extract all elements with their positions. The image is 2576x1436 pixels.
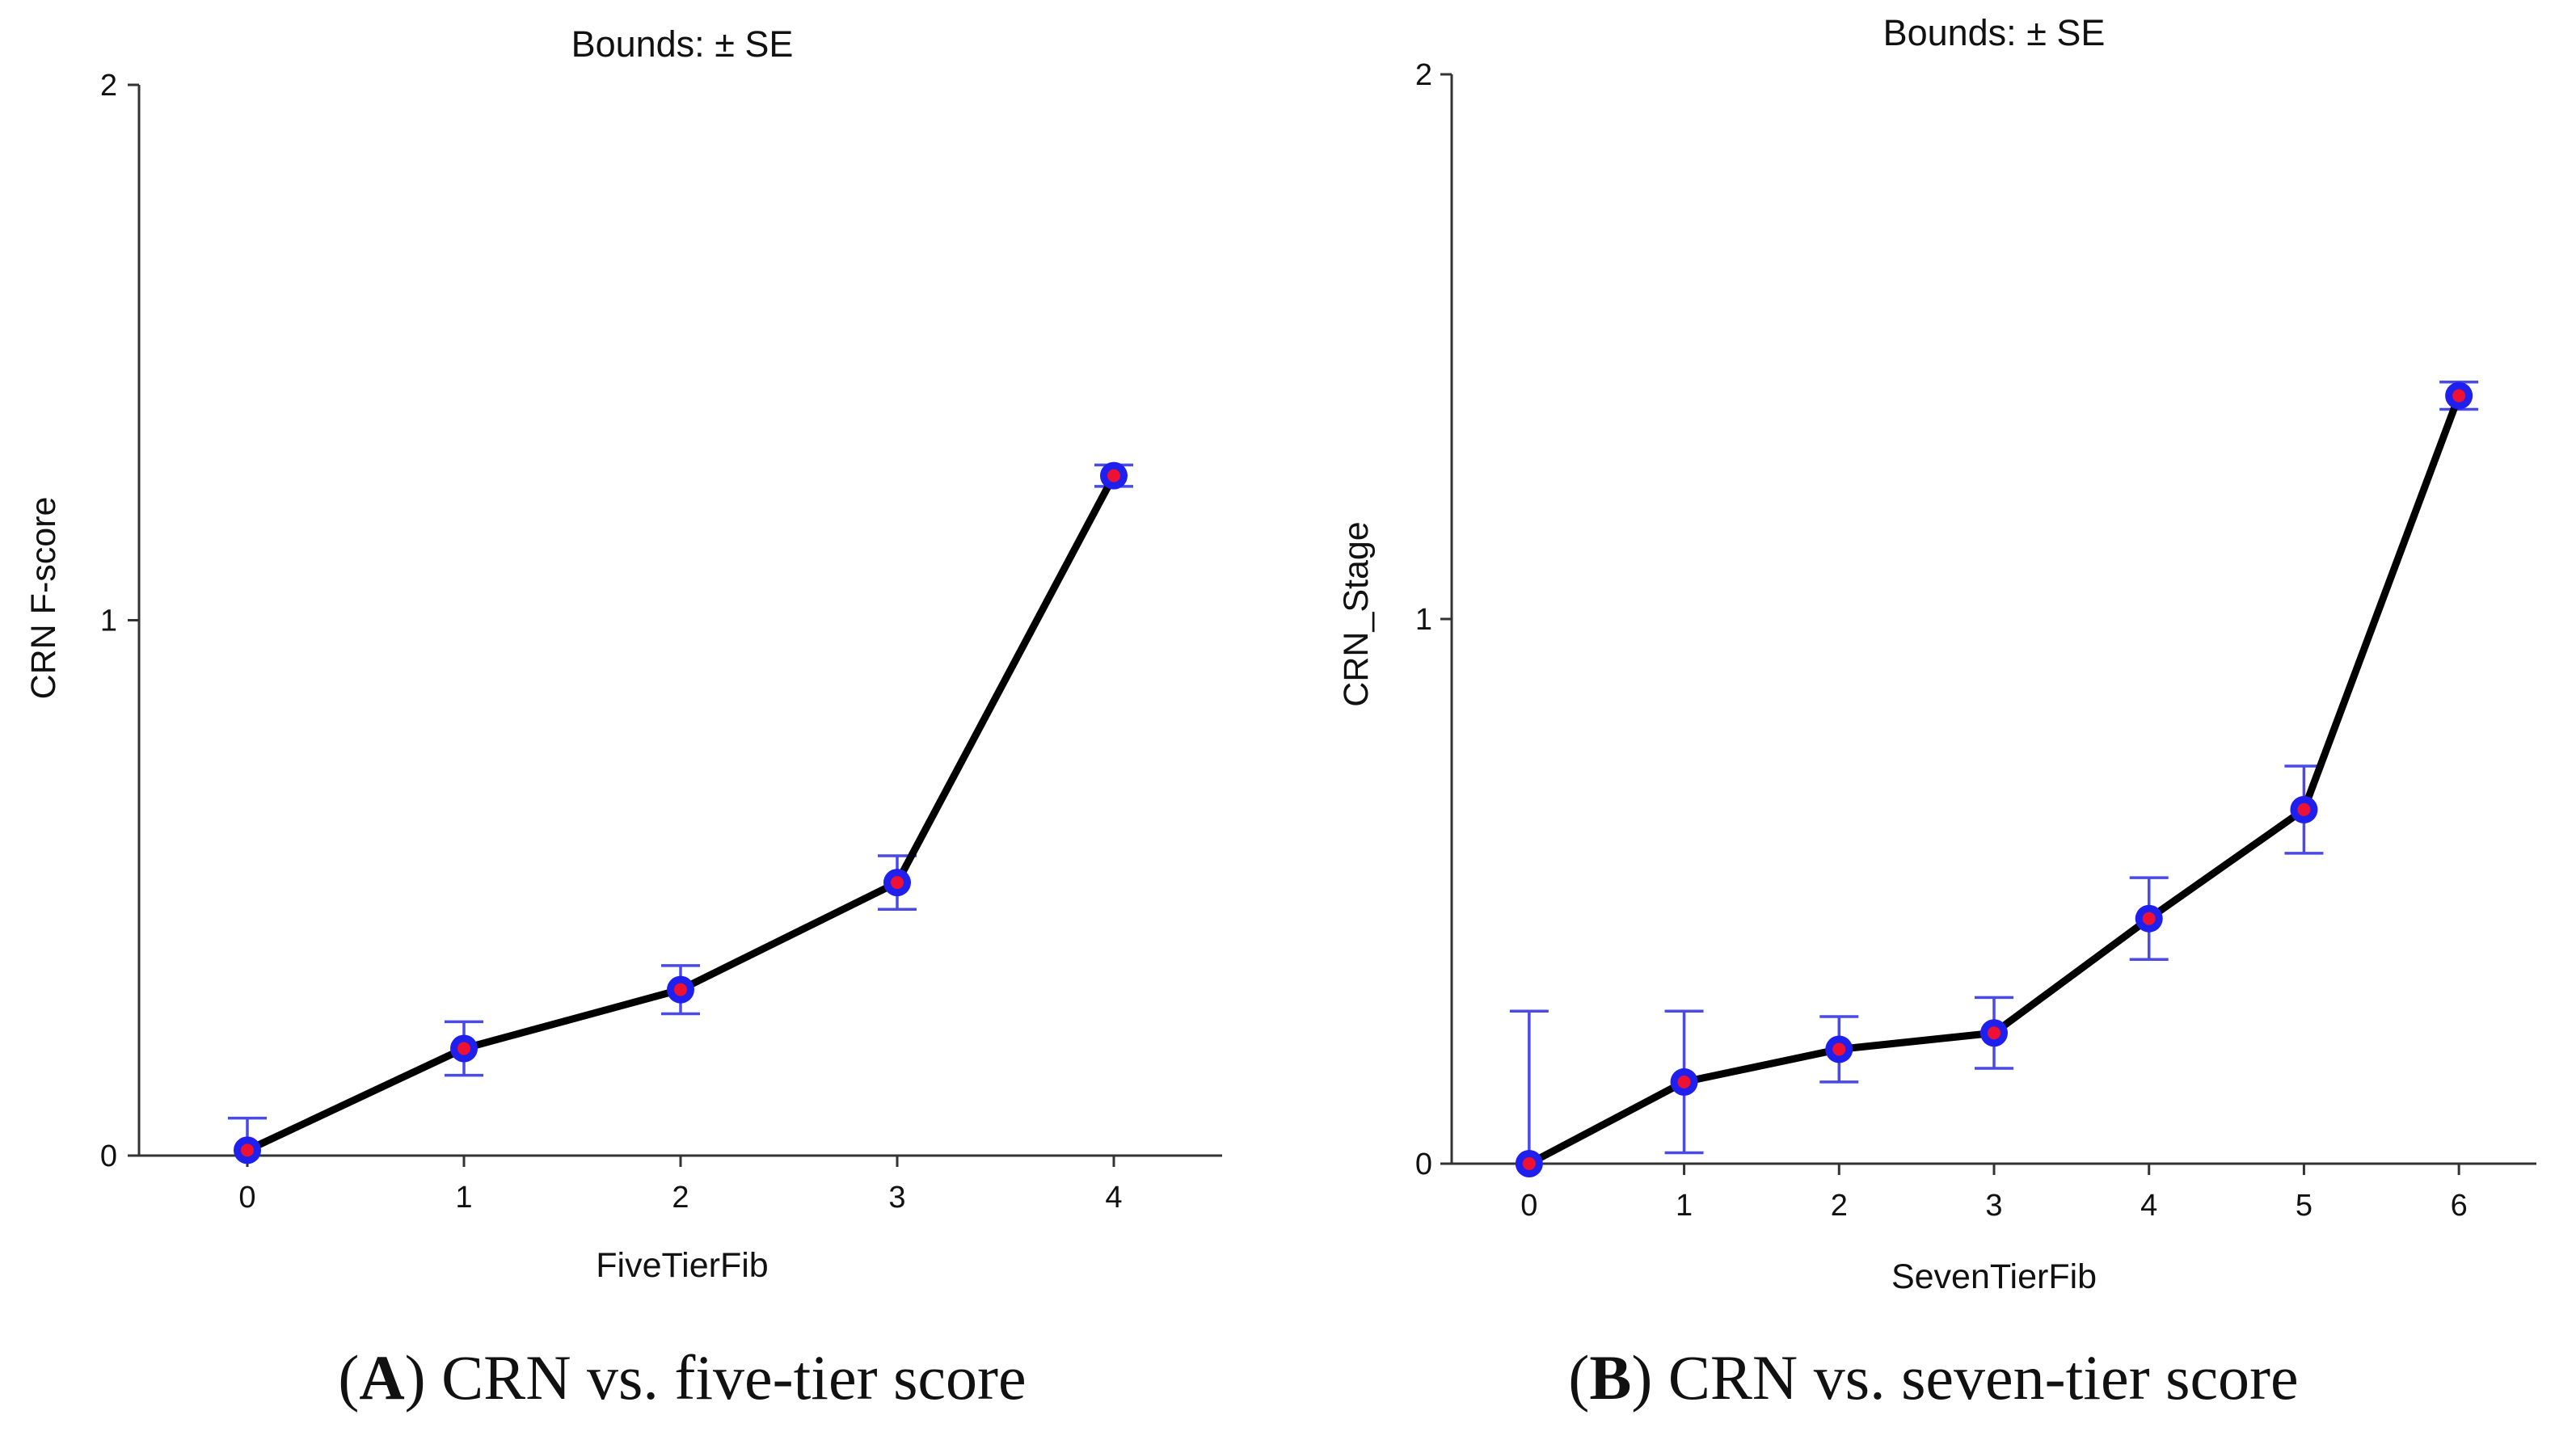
chart-seven-tier: Bounds: ± SE 0 1 2 0 1 2 3 4 5 6 CRN_Stage SevenT… xyxy=(1337,12,2536,1296)
data-point-center xyxy=(1107,469,1120,482)
data-point-center xyxy=(1522,1157,1536,1170)
caption-a: (A) CRN vs. five-tier score xyxy=(116,1341,1248,1414)
data-point-center xyxy=(674,983,687,996)
y-axis-label: CRN F-score xyxy=(24,497,63,700)
data-point-center xyxy=(1988,1026,2001,1040)
caption-panel-letter: A xyxy=(359,1342,405,1413)
chart-title: Bounds: ± SE xyxy=(1883,12,2106,53)
x-tick-label: 2 xyxy=(672,1181,689,1215)
data-point-center xyxy=(2452,389,2466,402)
x-tick-label: 2 xyxy=(1831,1189,1848,1223)
caption-close-paren: ) xyxy=(1631,1342,1653,1413)
plot-area xyxy=(1509,381,2479,1177)
data-point-center xyxy=(2297,802,2311,816)
data-point-center xyxy=(1677,1075,1691,1089)
y-tick-label: 1 xyxy=(1415,603,1432,637)
chart-title: Bounds: ± SE xyxy=(571,23,794,65)
y-tick-label: 2 xyxy=(1415,58,1432,92)
x-axis-label: SevenTierFib xyxy=(1891,1257,2097,1296)
y-tick-label: 0 xyxy=(1415,1148,1432,1181)
caption-open-paren: ( xyxy=(1568,1342,1590,1413)
chart-five-tier: Bounds: ± SE 0 1 2 0 1 2 3 4 CRN F-score FiveTi… xyxy=(24,23,1222,1285)
y-tick-label: 2 xyxy=(100,69,117,103)
y-tick-label: 0 xyxy=(100,1139,117,1173)
caption-b: (B) CRN vs. seven-tier score xyxy=(1368,1341,2499,1414)
caption-text: CRN vs. five-tier score xyxy=(425,1342,1027,1413)
x-tick-label: 5 xyxy=(2296,1189,2312,1223)
data-point-center xyxy=(2142,912,2156,925)
x-tick-label: 0 xyxy=(238,1181,255,1215)
caption-close-paren: ) xyxy=(404,1342,426,1413)
x-tick-label: 3 xyxy=(1985,1189,2002,1223)
data-point-center xyxy=(891,876,904,890)
caption-panel-letter: B xyxy=(1589,1342,1632,1413)
data-point-center xyxy=(457,1042,470,1055)
x-tick-label: 6 xyxy=(2451,1189,2468,1223)
x-tick-label: 4 xyxy=(2140,1189,2157,1223)
x-tick-label: 0 xyxy=(1520,1189,1537,1223)
y-tick-label: 1 xyxy=(100,604,117,638)
x-tick-label: 1 xyxy=(455,1181,472,1215)
caption-text: CRN vs. seven-tier score xyxy=(1652,1342,2299,1413)
y-axis-label: CRN_Stage xyxy=(1337,521,1376,706)
x-tick-label: 4 xyxy=(1105,1181,1122,1215)
plot-area xyxy=(228,461,1133,1164)
data-point-center xyxy=(1832,1042,1846,1056)
caption-open-paren: ( xyxy=(338,1342,360,1413)
x-tick-label: 1 xyxy=(1676,1189,1693,1223)
x-tick-label: 3 xyxy=(888,1181,905,1215)
x-axis-label: FiveTierFib xyxy=(596,1246,768,1285)
axes: 0 1 2 0 1 2 3 4 xyxy=(100,69,1222,1215)
data-point-center xyxy=(241,1143,254,1157)
